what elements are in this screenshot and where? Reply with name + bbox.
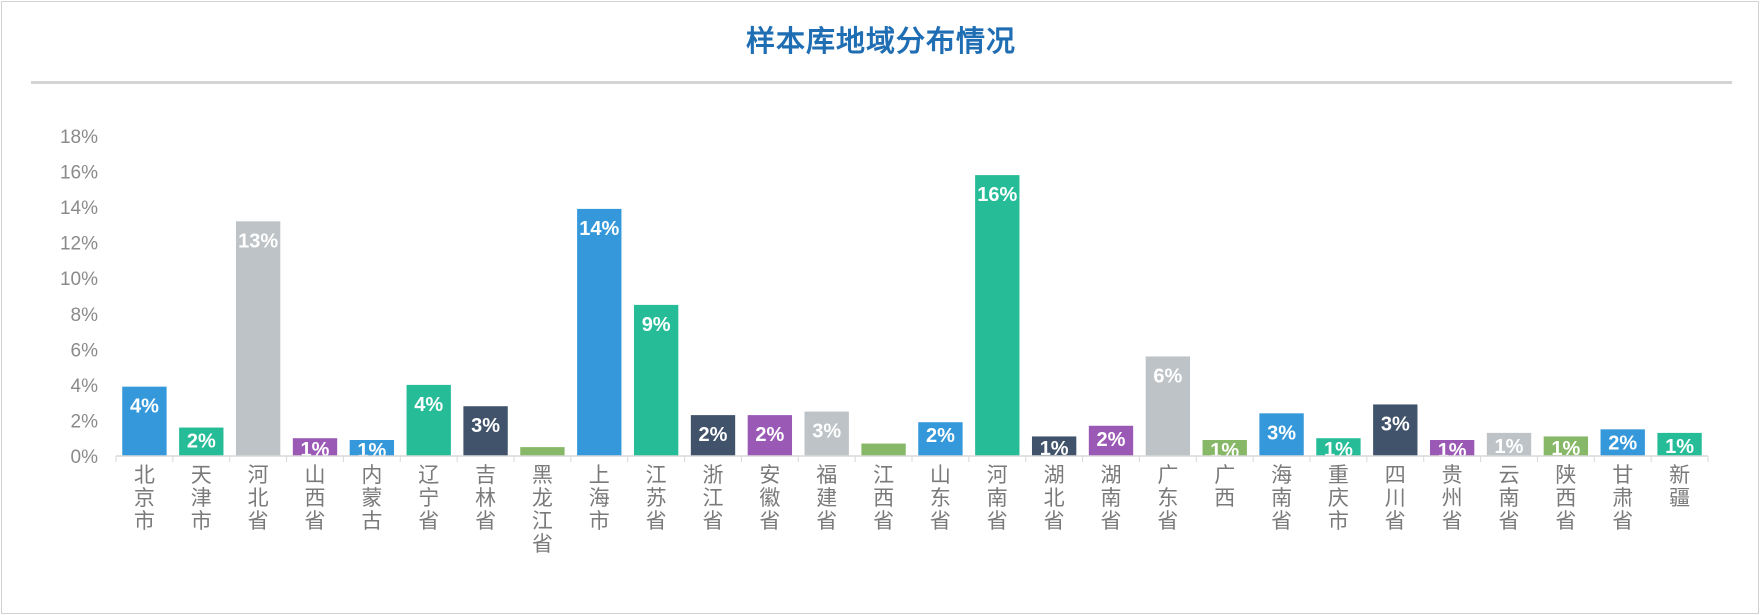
bar bbox=[577, 208, 622, 456]
data-label: 2% bbox=[1097, 429, 1126, 451]
data-label: 1% bbox=[1665, 436, 1694, 458]
x-tick-label: 四川省 bbox=[1385, 463, 1406, 533]
bar bbox=[1259, 413, 1304, 456]
x-tick-label: 黑龙江省 bbox=[532, 463, 553, 556]
bars: 4% 2% 13% 1% 1% 4% 3% 14% 9% 2% 2% 3% 2% 16% 1% 2% 6% 1% 3… bbox=[122, 175, 1702, 462]
bar bbox=[349, 440, 395, 456]
bar bbox=[179, 427, 224, 456]
data-label: 13% bbox=[238, 230, 278, 252]
x-tick-label: 贵州省 bbox=[1442, 463, 1463, 533]
data-label: 3% bbox=[471, 415, 500, 437]
data-label: 2% bbox=[926, 425, 955, 447]
y-axis: 0% 2% 4% 6% 8% 10% 12% 14% 16% 18% bbox=[60, 127, 98, 468]
x-tick-label: 安徽省 bbox=[759, 463, 780, 533]
x-tick-label: 江西省 bbox=[873, 463, 894, 533]
data-label: 2% bbox=[755, 424, 784, 446]
data-label: 1% bbox=[1438, 440, 1467, 462]
x-tick-label: 山东省 bbox=[930, 463, 951, 533]
data-label: 3% bbox=[1267, 422, 1296, 444]
y-tick-label: 18% bbox=[60, 127, 98, 148]
y-tick-label: 0% bbox=[71, 447, 99, 468]
data-label: 3% bbox=[812, 421, 841, 443]
data-label: 1% bbox=[301, 439, 330, 461]
bar bbox=[1316, 438, 1361, 456]
x-tick-label: 天津市 bbox=[191, 463, 212, 533]
data-label: 4% bbox=[130, 396, 159, 418]
data-label: 1% bbox=[1040, 438, 1069, 460]
x-tick-label: 河北省 bbox=[248, 463, 269, 533]
bar bbox=[1486, 432, 1532, 456]
x-tick-label: 广西 bbox=[1214, 463, 1235, 510]
data-label: 2% bbox=[187, 431, 216, 453]
y-tick-label: 12% bbox=[60, 234, 98, 255]
data-label: 14% bbox=[579, 218, 619, 240]
data-label: 2% bbox=[1608, 432, 1637, 454]
bar bbox=[235, 221, 281, 456]
x-tick-label: 甘肃省 bbox=[1612, 463, 1633, 533]
bar bbox=[975, 175, 1020, 456]
x-tick-label: 陕西省 bbox=[1555, 463, 1576, 533]
x-tick-label: 重庆市 bbox=[1328, 463, 1349, 533]
y-tick-label: 14% bbox=[60, 198, 98, 219]
bar bbox=[861, 443, 906, 456]
bar bbox=[1031, 436, 1077, 456]
bar bbox=[1202, 440, 1247, 456]
chart-title: 样本库地域分布情况 bbox=[745, 24, 1016, 58]
x-tick-label: 山西省 bbox=[305, 463, 326, 533]
bar bbox=[1429, 440, 1475, 456]
x-tick-label: 广东省 bbox=[1157, 463, 1178, 533]
x-tick-label: 江苏省 bbox=[646, 463, 667, 533]
data-label: 1% bbox=[1495, 436, 1524, 458]
data-label: 16% bbox=[977, 184, 1017, 206]
x-tick-label: 云南省 bbox=[1499, 463, 1520, 533]
x-tick-label: 湖南省 bbox=[1101, 463, 1122, 533]
x-tick-label: 海南省 bbox=[1271, 463, 1292, 533]
data-label: 9% bbox=[642, 314, 671, 336]
x-tick-label: 新疆 bbox=[1669, 463, 1690, 510]
x-tick-label: 湖北省 bbox=[1044, 463, 1065, 533]
bar bbox=[1657, 432, 1702, 456]
bar bbox=[463, 406, 508, 456]
x-tick-label: 福建省 bbox=[816, 463, 837, 533]
data-label: 1% bbox=[1210, 440, 1239, 462]
bar bbox=[292, 438, 338, 456]
x-axis: 北京市 天津市 河北省 山西省 内蒙古 辽宁省 吉林省 黑龙江省 上海市 江苏省 浙江省 安徽省 福建省… bbox=[115, 455, 1709, 556]
data-label: 3% bbox=[1381, 413, 1410, 435]
bar bbox=[633, 304, 679, 456]
x-tick-label: 内蒙古 bbox=[361, 463, 382, 533]
y-tick-label: 6% bbox=[71, 340, 99, 361]
y-tick-label: 10% bbox=[60, 269, 98, 290]
bar bbox=[1145, 356, 1191, 456]
bar bbox=[1600, 429, 1645, 456]
title-divider bbox=[31, 81, 1732, 84]
y-tick-label: 4% bbox=[71, 376, 99, 397]
bar bbox=[1373, 404, 1418, 456]
data-label: 6% bbox=[1153, 365, 1182, 387]
y-tick-label: 16% bbox=[60, 163, 98, 184]
data-label: 1% bbox=[1551, 438, 1580, 460]
x-tick-label: 吉林省 bbox=[475, 463, 496, 533]
y-tick-label: 8% bbox=[71, 305, 99, 326]
y-tick-label: 2% bbox=[71, 411, 99, 432]
data-label: 4% bbox=[414, 394, 443, 416]
x-tick-label: 浙江省 bbox=[703, 463, 724, 533]
data-label: 2% bbox=[699, 424, 728, 446]
bar bbox=[804, 411, 849, 456]
x-tick-label: 辽宁省 bbox=[418, 463, 439, 533]
x-tick-label: 河南省 bbox=[987, 463, 1008, 533]
bar bbox=[406, 384, 451, 456]
bar bbox=[1543, 436, 1589, 456]
data-label: 1% bbox=[1324, 439, 1353, 461]
data-label: 1% bbox=[357, 440, 386, 462]
bar bbox=[918, 422, 963, 456]
x-tick-label: 北京市 bbox=[134, 463, 155, 533]
bar bbox=[690, 415, 736, 456]
bar bbox=[747, 415, 793, 456]
bar bbox=[1088, 425, 1134, 456]
x-tick-label: 上海市 bbox=[589, 463, 610, 533]
bar bbox=[122, 386, 167, 456]
bar bbox=[520, 447, 565, 456]
